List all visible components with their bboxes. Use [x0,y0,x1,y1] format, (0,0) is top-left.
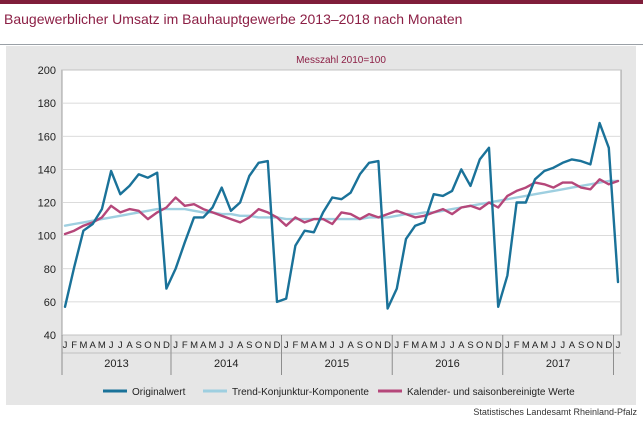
series-line [63,178,620,236]
x-month-label: A [348,340,355,351]
x-month-label: O [476,340,483,351]
x-month-label: J [219,340,224,351]
x-month-label: N [596,340,603,351]
x-month-label: M [430,340,438,351]
legend-label: Originalwert [132,387,186,398]
page-title: Baugewerblicher Umsatz im Bauhauptgewerb… [4,11,463,27]
legend-label: Trend-Konjunktur-Komponente [232,387,369,398]
x-month-label: J [284,340,289,351]
x-month-label: A [126,340,133,351]
y-tick-label: 160 [38,131,56,143]
x-month-label: S [578,340,584,351]
x-month-label: A [89,340,96,351]
x-month-label: A [311,340,318,351]
x-month-label: J [394,340,399,351]
year-label: 2013 [104,358,128,370]
x-month-label: J [109,340,114,351]
y-axis: 40 60 80 100 120 140 160 180 200 [38,65,56,342]
x-month-label: M [190,340,198,351]
x-month-label: J [330,340,335,351]
y-tick-label: 40 [44,330,56,342]
x-month-label: J [551,340,556,351]
x-month-label: O [255,340,262,351]
x-month-label: N [486,340,493,351]
x-month-label: J [505,340,510,351]
x-month-label: A [458,340,465,351]
x-month-label: S [357,340,363,351]
grid-lines [62,69,621,336]
x-month-label: M [540,340,548,351]
x-month-label: N [264,340,271,351]
title-divider [0,44,643,45]
year-label: 2014 [214,358,238,370]
year-label: 2017 [546,358,570,370]
x-month-label: F [403,340,409,351]
x-month-label: J [339,340,344,351]
x-month-label: M [319,340,327,351]
x-month-label: A [200,340,207,351]
x-month-label: D [605,340,612,351]
chart-subtitle: Messzahl 2010=100 [296,55,386,66]
source-note: Statistisches Landesamt Rheinland-Pfalz [473,407,637,417]
series-line [63,179,620,227]
x-month-label: D [163,340,170,351]
x-month-label: M [79,340,87,351]
x-month-label: S [467,340,473,351]
x-month-label: M [411,340,419,351]
x-month-label: J [118,340,123,351]
series-lines [63,121,620,310]
x-month-label: F [71,340,77,351]
x-month-label: M [301,340,309,351]
top-accent-bar [0,0,643,4]
x-month-label: J [560,340,565,351]
y-tick-label: 140 [38,164,56,176]
x-month-label: M [209,340,217,351]
x-month-label: J [63,340,68,351]
y-tick-label: 60 [44,297,56,309]
x-month-label: N [375,340,382,351]
x-month-label: F [293,340,299,351]
y-tick-label: 80 [44,264,56,276]
x-month-label: O [144,340,151,351]
x-month-label: J [616,340,621,351]
x-month-label: O [365,340,372,351]
x-month-label: J [229,340,234,351]
x-month-label: F [182,340,188,351]
x-month-label: N [154,340,161,351]
y-tick-label: 120 [38,198,56,210]
x-month-label: D [274,340,281,351]
x-month-label: J [450,340,455,351]
x-month-label: S [246,340,252,351]
x-month-label: A [421,340,428,351]
x-month-label: M [522,340,530,351]
year-label: 2016 [435,358,459,370]
y-tick-label: 180 [38,98,56,110]
x-month-label: D [384,340,391,351]
line-chart: Messzahl 2010=100 40 60 80 100 120 140 160 180 2… [38,55,622,398]
x-month-label: O [587,340,594,351]
x-month-label: A [237,340,244,351]
y-tick-label: 200 [38,65,56,77]
x-month-label: A [569,340,576,351]
chart-panel: Messzahl 2010=100 40 60 80 100 120 140 160 180 2… [6,46,636,405]
x-month-label: S [136,340,142,351]
x-month-label: F [514,340,520,351]
legend: Originalwert Trend-Konjunktur-Komponente K… [103,387,575,398]
legend-label: Kalender- und saisonbereinigte Werte [407,387,575,398]
x-month-label: D [495,340,502,351]
y-tick-label: 100 [38,231,56,243]
year-label: 2015 [325,358,349,370]
series-line [63,121,620,310]
x-month-label: A [532,340,539,351]
x-month-label: M [98,340,106,351]
x-month-label: J [173,340,178,351]
x-month-label: J [441,340,446,351]
